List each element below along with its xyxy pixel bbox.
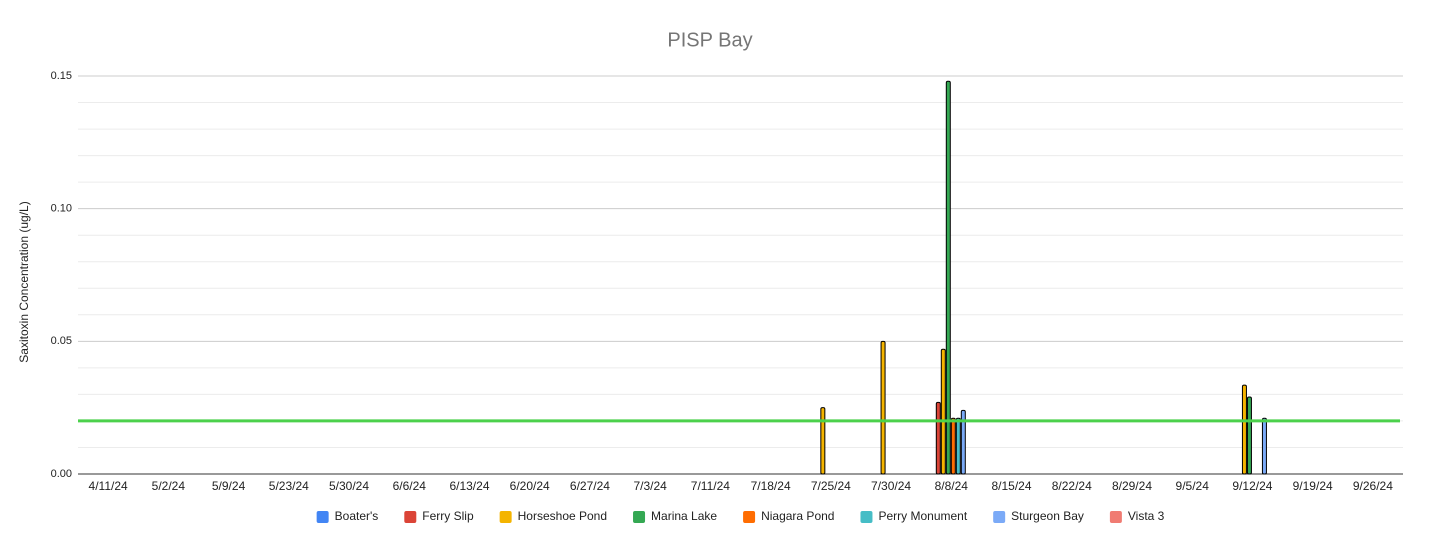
x-tick-label: 8/22/24 [1052,479,1092,493]
legend-label: Horseshoe Pond [518,509,607,523]
x-tick-label: 7/3/24 [633,479,667,493]
x-tick-label: 8/8/24 [935,479,969,493]
bar [940,348,946,475]
x-tick-label: 8/15/24 [991,479,1031,493]
x-tick-label: 7/18/24 [751,479,791,493]
x-tick-label: 5/23/24 [269,479,309,493]
bar [960,409,966,475]
bar [935,401,941,475]
bar [955,417,961,475]
x-tick-label: 9/19/24 [1293,479,1333,493]
legend-swatch [860,511,873,523]
bar [1261,417,1267,475]
y-tick-label: 0.15 [51,70,72,82]
x-tick-label: 8/29/24 [1112,479,1152,493]
bar [945,80,951,475]
chart-title: PISP Bay [667,29,752,51]
legend-label: Boater's [335,509,379,523]
y-axis-title: Saxitoxin Concentration (ug/L) [17,201,31,362]
legend-label: Vista 3 [1128,509,1165,523]
legend-label: Marina Lake [651,509,717,523]
legend-label: Sturgeon Bay [1011,509,1084,523]
legend-swatch [743,511,756,523]
x-tick-label: 6/13/24 [449,479,489,493]
legend-swatch [316,511,329,523]
y-tick-label: 0.10 [51,203,72,215]
bar [1246,396,1252,475]
x-tick-label: 7/25/24 [811,479,851,493]
bar [950,417,956,475]
x-tick-label: 9/5/24 [1176,479,1210,493]
bar [820,407,826,475]
bar [880,340,886,475]
x-tick-label: 6/27/24 [570,479,610,493]
x-tick-label: 5/2/24 [152,479,186,493]
legend-swatch [499,511,512,523]
legend-swatch [404,511,417,523]
x-tick-label: 7/30/24 [871,479,911,493]
legend-label: Niagara Pond [761,509,834,523]
legend-swatch [1109,511,1122,523]
x-tick-label: 5/30/24 [329,479,369,493]
x-tick-label: 9/12/24 [1232,479,1272,493]
y-tick-label: 0.05 [51,335,72,347]
x-tick-label: 4/11/24 [89,479,128,493]
legend-swatch [993,511,1006,523]
x-tick-label: 6/20/24 [510,479,550,493]
bar [1241,384,1247,475]
legend-label: Ferry Slip [422,509,474,523]
legend-label: Perry Monument [878,509,967,523]
x-tick-label: 9/26/24 [1353,479,1393,493]
x-tick-label: 5/9/24 [212,479,246,493]
x-tick-label: 7/11/24 [691,479,730,493]
y-tick-label: 0.00 [51,468,72,480]
legend-swatch [633,511,646,523]
x-tick-label: 6/6/24 [393,479,427,493]
